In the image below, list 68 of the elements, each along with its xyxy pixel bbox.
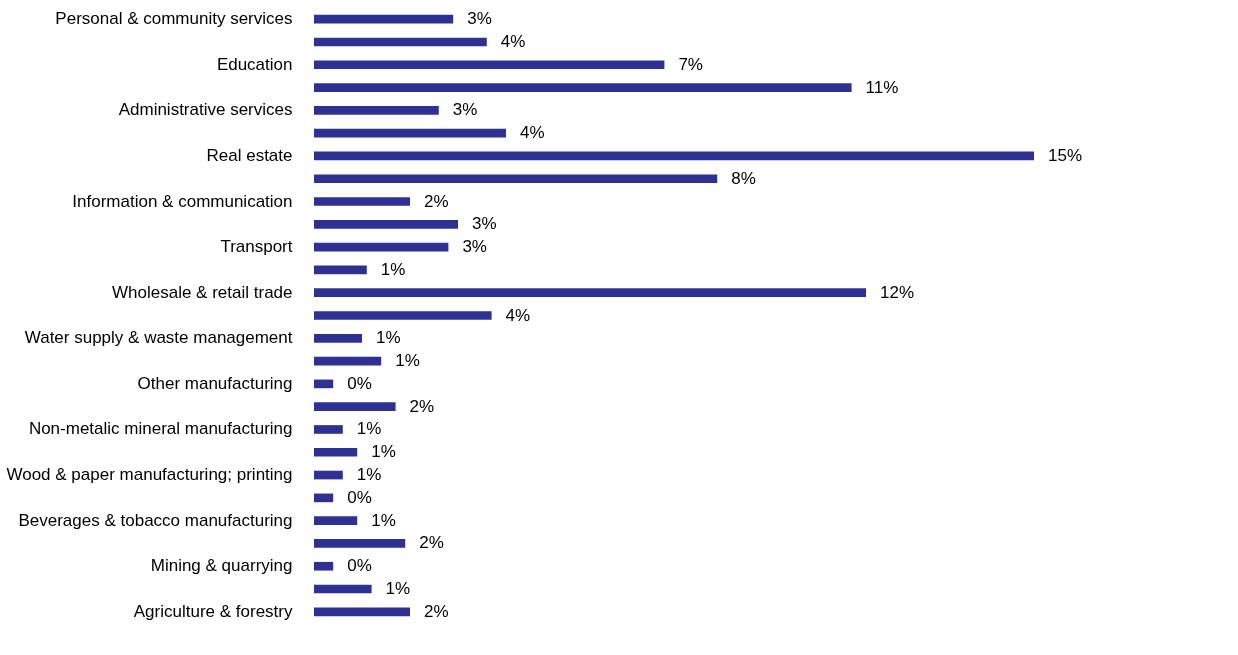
bar bbox=[314, 242, 449, 252]
data-label: 0% bbox=[347, 373, 372, 393]
bar bbox=[314, 333, 362, 343]
data-label: 1% bbox=[376, 328, 401, 348]
y-tick-label: Real estate bbox=[206, 145, 293, 165]
data-label: 8% bbox=[731, 168, 756, 188]
y-tick-label: Water supply & waste management bbox=[24, 328, 293, 348]
y-tick-label: Agriculture & forestry bbox=[133, 601, 293, 621]
data-label: 3% bbox=[462, 237, 487, 257]
y-tick-label: Education bbox=[216, 54, 293, 74]
bar bbox=[314, 106, 439, 115]
bar bbox=[314, 470, 343, 480]
bar bbox=[314, 265, 367, 275]
bar bbox=[314, 174, 718, 184]
bar bbox=[314, 14, 454, 24]
bar bbox=[314, 402, 396, 412]
y-tick-label: Wholesale & retail trade bbox=[112, 282, 293, 302]
data-label: 2% bbox=[424, 191, 449, 211]
data-label: 12% bbox=[880, 282, 915, 302]
data-label: 4% bbox=[505, 305, 531, 325]
data-label: 3% bbox=[467, 9, 492, 29]
bar bbox=[314, 584, 372, 594]
data-label: 2% bbox=[424, 601, 449, 621]
bar bbox=[314, 151, 1034, 161]
bar bbox=[314, 37, 487, 47]
bar bbox=[314, 607, 410, 617]
bar bbox=[314, 539, 406, 548]
data-label: 7% bbox=[678, 54, 703, 74]
data-label: 1% bbox=[380, 259, 406, 279]
y-tick-label: Personal & community services bbox=[55, 9, 293, 29]
data-label: 1% bbox=[385, 579, 411, 599]
data-label: 15% bbox=[1048, 145, 1083, 165]
data-label: 2% bbox=[409, 396, 435, 416]
y-tick-label: Beverages & tobacco manufacturing bbox=[18, 510, 293, 530]
data-label: 3% bbox=[472, 214, 497, 234]
data-label: 1% bbox=[371, 510, 396, 530]
data-label: 2% bbox=[419, 533, 444, 553]
bar bbox=[314, 128, 506, 138]
y-tick-label: Transport bbox=[220, 237, 293, 257]
data-label: 1% bbox=[395, 351, 420, 371]
bar bbox=[314, 197, 410, 206]
data-label: 1% bbox=[356, 419, 382, 439]
y-tick-label: Other manufacturing bbox=[137, 373, 293, 393]
bar bbox=[314, 356, 382, 366]
data-label: 0% bbox=[347, 487, 372, 507]
y-tick-label: Wood & paper manufacturing; printing bbox=[6, 465, 293, 485]
data-label: 1% bbox=[356, 465, 382, 485]
bar bbox=[314, 516, 358, 525]
bar bbox=[314, 493, 334, 503]
data-label: 1% bbox=[371, 442, 396, 462]
bar bbox=[314, 561, 334, 571]
bar bbox=[314, 60, 665, 70]
y-tick-label: Administrative services bbox=[118, 100, 293, 120]
bar bbox=[314, 379, 334, 389]
bar bbox=[314, 447, 358, 457]
y-tick-label: Non-metalic mineral manufacturing bbox=[28, 419, 293, 439]
y-tick-label: Information & communication bbox=[72, 191, 293, 211]
bar bbox=[314, 425, 343, 434]
data-label: 11% bbox=[865, 77, 899, 97]
data-label: 3% bbox=[452, 100, 478, 120]
data-label: 4% bbox=[520, 123, 545, 143]
data-label: 0% bbox=[347, 556, 372, 576]
y-tick-label: Mining & quarrying bbox=[150, 556, 293, 576]
bar bbox=[314, 83, 852, 92]
bar bbox=[314, 288, 866, 298]
bar bbox=[314, 219, 458, 229]
data-label: 4% bbox=[500, 31, 526, 51]
bar bbox=[314, 311, 492, 320]
